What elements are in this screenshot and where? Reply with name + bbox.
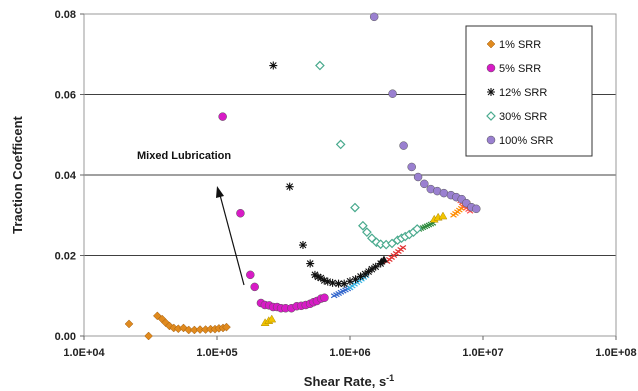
legend-label: 30% SRR xyxy=(499,111,547,123)
legend-entry: 12% SRR xyxy=(487,87,547,99)
legend-marker xyxy=(486,135,496,145)
data-point xyxy=(334,279,343,288)
mixed-lubrication-label: Mixed Lubrication xyxy=(137,150,231,162)
data-point xyxy=(285,182,294,191)
data-point xyxy=(362,227,372,238)
data-point xyxy=(371,262,380,271)
data-point xyxy=(439,188,449,198)
series-1 xyxy=(124,311,231,341)
triangle-marker xyxy=(379,255,388,263)
x-axis-ticks: 1.0E+04 1.0E+05 1.0E+06 1.0E+07 1.0E+08 xyxy=(63,336,637,359)
data-point xyxy=(340,279,349,288)
x-axis-title: Shear Rate, s-1 xyxy=(304,373,394,389)
x-tick-label: 1.0E+06 xyxy=(329,347,370,359)
legend-label: 100% SRR xyxy=(499,135,553,147)
legend-label: 12% SRR xyxy=(499,87,547,99)
data-point xyxy=(310,270,319,279)
data-point xyxy=(313,272,322,281)
y-tick-label: 0.00 xyxy=(55,331,76,343)
data-point xyxy=(218,112,227,121)
legend-marker xyxy=(486,63,496,73)
legend-entry: 1% SRR xyxy=(486,39,541,51)
data-point xyxy=(367,265,376,274)
data-point xyxy=(369,12,379,22)
data-point xyxy=(413,172,423,182)
data-point xyxy=(472,204,481,214)
data-point xyxy=(250,282,259,292)
series-2 xyxy=(218,112,329,313)
y-axis-ticks: 0.00 0.02 0.04 0.06 0.08 xyxy=(55,9,84,343)
x-tick-label: 1.0E+05 xyxy=(196,347,237,359)
legend-box xyxy=(465,25,593,157)
data-point xyxy=(361,270,370,279)
legend-entry: 30% SRR xyxy=(486,111,547,123)
data-point xyxy=(412,224,423,234)
x-axis-title-superscript: -1 xyxy=(386,373,394,383)
arrow-head xyxy=(216,186,224,198)
data-point xyxy=(350,202,360,213)
series-5 xyxy=(369,12,481,214)
y-tick-label: 0.04 xyxy=(55,170,77,182)
data-point xyxy=(346,277,354,286)
legend-label: 1% SRR xyxy=(499,39,541,51)
data-point xyxy=(407,162,416,172)
data-point xyxy=(269,61,278,70)
data-point xyxy=(328,278,337,287)
colored-dash-bands xyxy=(260,196,474,326)
triangle-marker xyxy=(267,314,277,323)
series-3 xyxy=(269,61,385,288)
data-point xyxy=(246,270,255,280)
x-tick-label: 1.0E+04 xyxy=(63,347,105,359)
data-point xyxy=(356,272,365,281)
x-tick-label: 1.0E+08 xyxy=(595,347,636,359)
data-point xyxy=(316,274,325,283)
series-4 xyxy=(315,60,423,250)
data-point xyxy=(399,141,408,150)
data-point xyxy=(315,60,325,71)
data-points xyxy=(124,12,481,341)
data-point xyxy=(420,179,429,189)
legend-entry: 5% SRR xyxy=(486,63,541,75)
y-tick-label: 0.02 xyxy=(55,251,76,263)
data-point xyxy=(144,331,153,341)
x-axis-title-text: Shear Rate, s xyxy=(304,374,386,389)
data-point xyxy=(351,275,360,284)
arrow-line xyxy=(219,194,245,286)
data-point xyxy=(358,220,368,231)
y-tick-label: 0.08 xyxy=(55,9,76,21)
data-point xyxy=(236,208,245,218)
legend-marker xyxy=(486,39,496,49)
x-tick-label: 1.0E+07 xyxy=(462,347,503,359)
y-tick-label: 0.06 xyxy=(55,90,76,102)
data-point xyxy=(364,267,373,276)
data-point xyxy=(320,276,329,285)
data-point xyxy=(335,139,346,150)
band-marker xyxy=(399,244,407,250)
legend-marker xyxy=(486,111,496,121)
data-point xyxy=(376,259,385,268)
data-point xyxy=(323,277,332,286)
y-axis-title: Traction Coefficent xyxy=(10,115,25,233)
legend-marker xyxy=(487,88,495,96)
legend-label: 5% SRR xyxy=(499,63,541,75)
data-point xyxy=(306,259,315,268)
data-point xyxy=(222,322,231,332)
legend: 1% SRR 5% SRR 12% SRR 30% SRR 100% SRR xyxy=(465,25,593,157)
data-point xyxy=(124,319,134,329)
legend-entry: 100% SRR xyxy=(486,135,553,147)
data-point xyxy=(320,293,329,303)
triangle-marker xyxy=(438,211,448,220)
data-point xyxy=(388,89,397,98)
data-point xyxy=(298,241,307,250)
